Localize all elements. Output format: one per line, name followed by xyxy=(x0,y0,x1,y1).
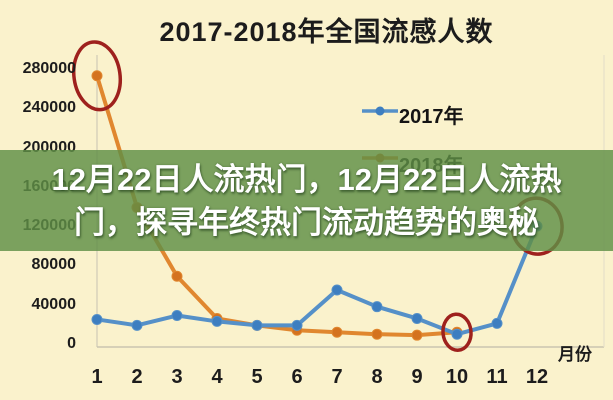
data-point-2017年 xyxy=(131,319,143,331)
x-tick-label: 10 xyxy=(445,366,469,388)
data-point-2017年 xyxy=(251,319,263,331)
highlight-circle xyxy=(441,312,473,352)
banner-text-line-2: 门，探寻年终热门流动趋势的奥秘 xyxy=(74,204,539,240)
chart-title: 2017-2018年全国流感人数 xyxy=(159,17,494,47)
y-tick-label: 240000 xyxy=(22,99,76,117)
data-point-2018年 xyxy=(171,270,183,282)
x-tick-label: 11 xyxy=(486,366,508,388)
x-tick-label: 6 xyxy=(291,366,303,388)
data-point-2017年 xyxy=(291,319,303,331)
y-tick-label: 40000 xyxy=(31,295,77,313)
banner-text-line-1: 12月22日人流热门，12月22日人流热 xyxy=(51,161,562,197)
data-point-2017年 xyxy=(211,315,223,327)
data-point-2017年 xyxy=(411,312,423,324)
series-line-2017年 xyxy=(95,224,539,337)
data-point-2017年 xyxy=(171,310,183,322)
data-point-2018年 xyxy=(331,326,343,338)
legend-marker-dot-2017年 xyxy=(375,106,385,116)
data-point-2018年 xyxy=(371,328,383,340)
x-tick-label: 12 xyxy=(525,366,549,388)
x-tick-label: 2 xyxy=(131,366,143,388)
overlay-headline-banner: 12月22日人流热门，12月22日人流热 门，探寻年终热门流动趋势的奥秘 xyxy=(0,150,613,251)
legend-label-2017: 2017年 xyxy=(399,106,464,128)
y-tick-label: 0 xyxy=(67,335,76,352)
x-tick-label: 7 xyxy=(331,366,343,388)
x-tick-label: 3 xyxy=(171,366,183,388)
data-point-2017年 xyxy=(371,301,383,313)
x-tick-label: 9 xyxy=(411,366,423,388)
data-point-2017年 xyxy=(91,313,103,325)
data-point-2017年 xyxy=(331,284,343,296)
x-tick-label: 4 xyxy=(211,366,223,388)
data-point-2017年 xyxy=(451,328,463,340)
data-point-2017年 xyxy=(491,317,503,329)
highlight-circle xyxy=(71,40,123,112)
x-tick-label: 1 xyxy=(91,366,103,388)
x-tick-label: 5 xyxy=(251,366,263,388)
data-point-2018年 xyxy=(91,70,103,82)
x-tick-label: 8 xyxy=(371,366,383,388)
data-point-2018年 xyxy=(411,329,423,341)
y-tick-label: 80000 xyxy=(31,256,77,274)
y-tick-label: 280000 xyxy=(22,59,76,77)
x-axis-title: 月份 xyxy=(558,345,592,364)
